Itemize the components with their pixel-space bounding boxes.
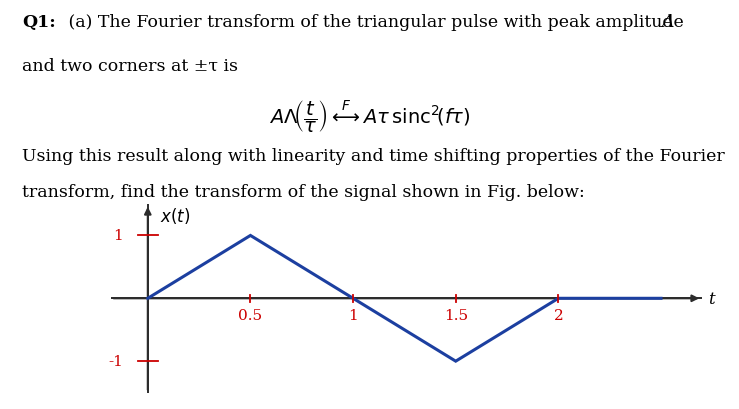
Text: $A\Lambda\!\left(\dfrac{t}{\tau}\right)\overset{F}{\longleftrightarrow}A\tau\,\m: $A\Lambda\!\left(\dfrac{t}{\tau}\right)\… — [269, 98, 470, 135]
Text: $x(t)$: $x(t)$ — [160, 206, 191, 226]
Text: transform, find the transform of the signal shown in Fig. below:: transform, find the transform of the sig… — [22, 184, 585, 201]
Text: 1: 1 — [113, 229, 123, 243]
Text: 1: 1 — [348, 309, 358, 323]
Text: 2: 2 — [554, 309, 563, 323]
Text: Using this result along with linearity and time shifting properties of the Fouri: Using this result along with linearity a… — [22, 147, 725, 164]
Text: and two corners at ±τ is: and two corners at ±τ is — [22, 57, 238, 74]
Text: -1: -1 — [109, 354, 123, 368]
Text: 0.5: 0.5 — [239, 309, 262, 323]
Text: (a) The Fourier transform of the triangular pulse with peak amplitude: (a) The Fourier transform of the triangu… — [63, 14, 689, 31]
Text: 1.5: 1.5 — [443, 309, 468, 323]
Text: Q1:: Q1: — [22, 14, 56, 31]
Text: A: A — [661, 14, 674, 31]
Text: t: t — [708, 290, 715, 307]
